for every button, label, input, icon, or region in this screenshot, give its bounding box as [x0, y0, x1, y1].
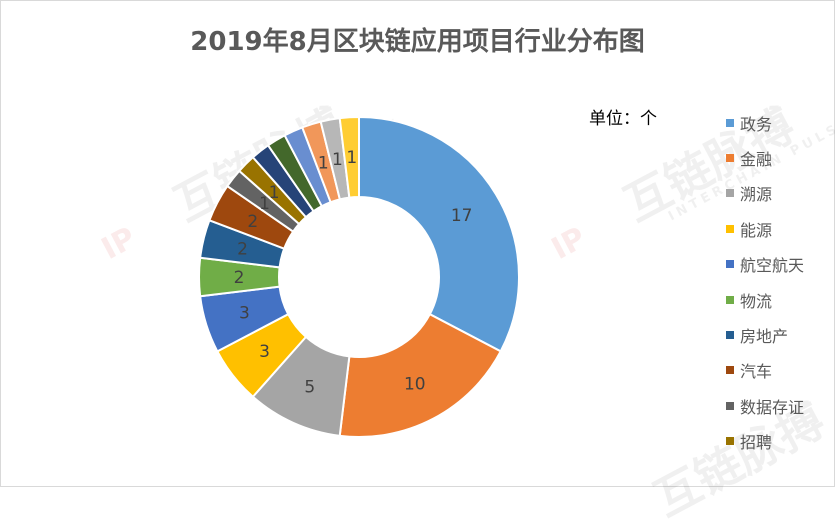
legend-swatch: [726, 189, 734, 198]
data-label: 3: [239, 304, 250, 324]
legend-label: 物流: [740, 291, 773, 311]
donut-slice-政务: [358, 115, 520, 353]
data-label: 2: [237, 239, 248, 259]
legend-label: 招聘: [740, 433, 773, 453]
data-label: 1: [346, 148, 357, 168]
legend-swatch: [726, 118, 734, 127]
legend-item: 数据存证: [726, 388, 804, 423]
legend-label: 数据存证: [740, 397, 805, 417]
data-label: 1: [269, 183, 280, 203]
data-label: 2: [247, 212, 258, 232]
legend-label: 航空航天: [740, 256, 805, 276]
legend-swatch: [726, 401, 734, 410]
legend-item: 房地产: [726, 317, 804, 352]
legend-label: 金融: [740, 150, 773, 170]
legend-label: 汽车: [740, 362, 773, 382]
data-label: 1: [332, 150, 343, 170]
legend-swatch: [726, 154, 734, 163]
legend-item: 汽车: [726, 353, 804, 388]
legend-item: 能源: [726, 211, 804, 246]
legend-swatch: [726, 366, 734, 375]
legend-label: 能源: [740, 220, 773, 240]
legend: 政务金融溯源能源航空航天物流房地产汽车数据存证招聘: [726, 105, 804, 459]
legend-item: 溯源: [726, 176, 804, 211]
legend-swatch: [726, 224, 734, 233]
data-label: 1: [259, 194, 270, 214]
legend-swatch: [726, 295, 734, 304]
data-label: 2: [234, 268, 245, 288]
donut-slice-金融: [338, 312, 503, 438]
legend-item: 金融: [726, 140, 804, 175]
data-label: 5: [304, 377, 315, 397]
data-label: 17: [451, 206, 473, 226]
legend-swatch: [726, 260, 734, 269]
chart-title: 2019年8月区块链应用项目行业分布图: [190, 27, 645, 57]
legend-item: 物流: [726, 282, 804, 317]
legend-label: 政务: [740, 114, 773, 134]
legend-label: 房地产: [740, 327, 789, 347]
unit-label: 单位：个: [589, 109, 657, 129]
data-label: 1: [318, 153, 329, 173]
legend-swatch: [726, 437, 734, 446]
legend-item: 政务: [726, 105, 804, 140]
legend-item: 航空航天: [726, 247, 804, 282]
legend-swatch: [726, 331, 734, 340]
data-label: 3: [259, 342, 270, 362]
legend-item: 招聘: [726, 424, 804, 459]
donut-slice-15: [338, 115, 360, 199]
legend-label: 溯源: [740, 185, 773, 205]
data-label: 10: [404, 374, 426, 394]
